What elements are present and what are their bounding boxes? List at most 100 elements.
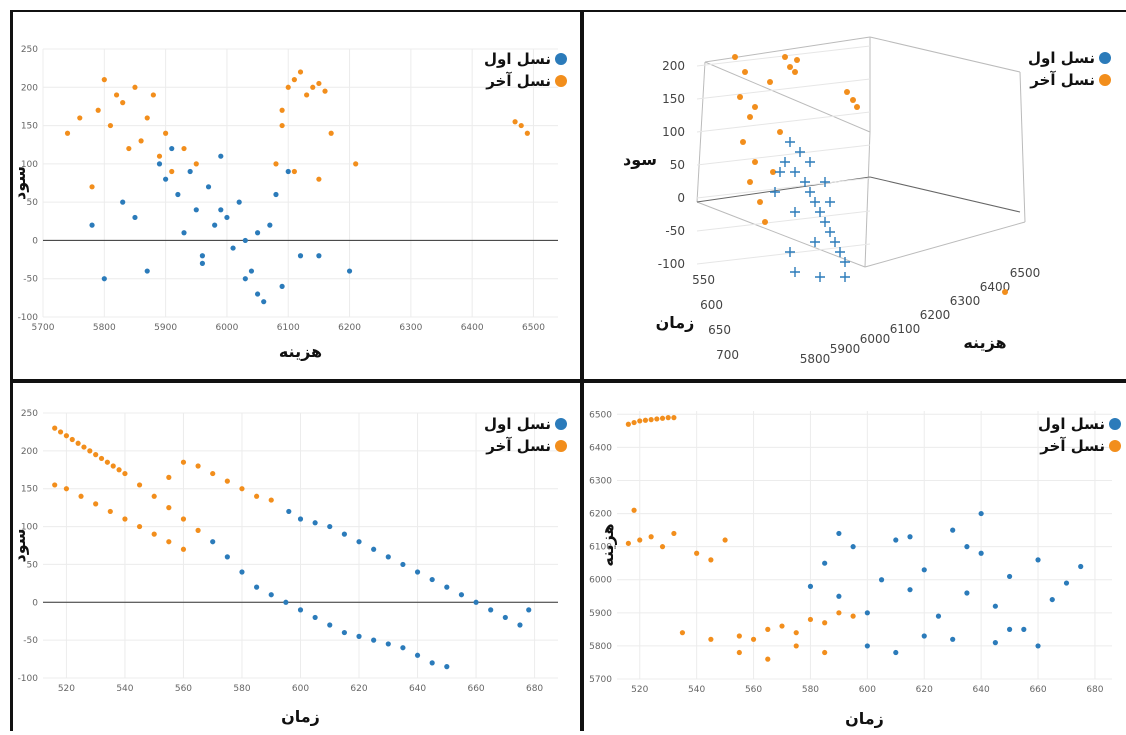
point-last bbox=[1002, 289, 1008, 295]
point-first bbox=[815, 207, 825, 217]
point-last bbox=[304, 92, 310, 98]
legend-marker-first bbox=[555, 418, 567, 430]
legend-marker-last bbox=[1099, 74, 1111, 86]
point-first bbox=[907, 587, 913, 593]
point-last bbox=[648, 417, 654, 423]
chart-svg: 520 540 560 580 600 620 640 660 680 -100 -50 0 50 100… bbox=[10, 409, 567, 726]
point-last bbox=[279, 107, 285, 113]
point-last bbox=[93, 501, 99, 507]
point-last bbox=[193, 161, 199, 167]
point-last bbox=[740, 139, 746, 145]
point-first bbox=[820, 177, 830, 187]
point-last bbox=[132, 84, 138, 90]
x-tick-label: 520 bbox=[58, 684, 75, 694]
point-first bbox=[795, 147, 805, 157]
point-first bbox=[517, 622, 523, 628]
x-tick-label: 680 bbox=[526, 684, 543, 694]
point-last bbox=[291, 168, 297, 175]
z-tick-label: 150 bbox=[662, 92, 685, 106]
zaman-tick-label: 650 bbox=[708, 323, 731, 337]
z-tick-label: -50 bbox=[665, 224, 685, 238]
y-tick-label: 150 bbox=[21, 122, 38, 132]
point-first bbox=[907, 534, 913, 540]
point-last bbox=[116, 467, 122, 473]
x-tick-label: 560 bbox=[745, 685, 762, 695]
point-last bbox=[854, 104, 860, 110]
divider-vertical bbox=[580, 10, 584, 731]
x-axis-title: هزینه bbox=[279, 342, 322, 361]
point-last bbox=[328, 130, 334, 136]
point-first bbox=[964, 590, 970, 596]
hazine-tick-label: 6300 bbox=[950, 294, 981, 308]
legend-marker-last bbox=[555, 440, 567, 452]
point-last bbox=[151, 493, 157, 499]
point-last bbox=[625, 540, 631, 546]
point-first bbox=[893, 649, 899, 656]
point-first bbox=[978, 550, 984, 556]
y-tick-label: 50 bbox=[27, 198, 39, 208]
point-first bbox=[193, 207, 199, 213]
point-first bbox=[1063, 580, 1070, 586]
point-first bbox=[297, 516, 304, 522]
point-first bbox=[210, 539, 216, 545]
point-first bbox=[254, 230, 261, 236]
gridline-z bbox=[696, 144, 871, 166]
point-last bbox=[57, 429, 64, 435]
point-first bbox=[132, 214, 138, 221]
point-first bbox=[199, 253, 206, 259]
point-last bbox=[78, 493, 84, 499]
y-axis-title: سود bbox=[13, 166, 29, 200]
point-first bbox=[268, 592, 274, 598]
point-last bbox=[107, 122, 114, 129]
point-first bbox=[978, 510, 984, 517]
z-tick-label: 50 bbox=[670, 158, 685, 172]
x-tick-label: 6500 bbox=[522, 323, 545, 333]
point-last bbox=[722, 537, 728, 543]
point-last bbox=[736, 649, 742, 656]
chart-svg: 5700 5800 5900 6000 6100 6200 6300 6400 6500 -100… bbox=[10, 45, 567, 361]
point-first bbox=[780, 157, 790, 167]
gridline-z bbox=[696, 78, 871, 100]
point-first bbox=[312, 614, 318, 621]
point-last bbox=[518, 122, 524, 129]
hazine-tick-label: 6500 bbox=[1010, 266, 1041, 280]
y-tick-label: 150 bbox=[21, 485, 38, 495]
point-last bbox=[122, 516, 128, 522]
y-axis-title: سود bbox=[13, 529, 29, 563]
point-first bbox=[89, 222, 95, 228]
x-tick-label: 560 bbox=[175, 684, 192, 694]
hazine-tick-label: 6100 bbox=[890, 322, 921, 336]
legend-marker-first bbox=[1109, 418, 1121, 430]
x-tick-label: 580 bbox=[233, 684, 250, 694]
point-first bbox=[935, 613, 942, 619]
point-first bbox=[385, 554, 391, 560]
point-first bbox=[224, 554, 230, 560]
point-first bbox=[800, 177, 810, 187]
point-last bbox=[63, 486, 70, 492]
zero-plane-line bbox=[869, 176, 1021, 213]
point-first bbox=[286, 508, 292, 515]
point-first bbox=[341, 531, 347, 537]
point-last bbox=[654, 416, 660, 422]
point-first bbox=[285, 168, 291, 175]
y-tick-label: 100 bbox=[21, 523, 38, 533]
y-tick-label: 5900 bbox=[589, 609, 612, 619]
point-first bbox=[242, 276, 248, 282]
point-last bbox=[732, 54, 738, 60]
point-first bbox=[825, 227, 835, 237]
hazine-tick-label: 5900 bbox=[830, 342, 861, 356]
point-first bbox=[807, 583, 814, 589]
point-first bbox=[156, 161, 163, 167]
point-last bbox=[752, 159, 758, 165]
point-last bbox=[291, 77, 297, 83]
point-first bbox=[279, 283, 285, 289]
point-last bbox=[224, 478, 230, 484]
frame-edge bbox=[704, 61, 871, 133]
point-first bbox=[785, 137, 795, 147]
point-first bbox=[239, 569, 245, 575]
point-first bbox=[327, 523, 333, 530]
point-first bbox=[236, 199, 242, 205]
point-last bbox=[353, 161, 359, 167]
y-tick-label: 200 bbox=[21, 83, 38, 93]
y-tick-label: 6200 bbox=[589, 510, 612, 520]
